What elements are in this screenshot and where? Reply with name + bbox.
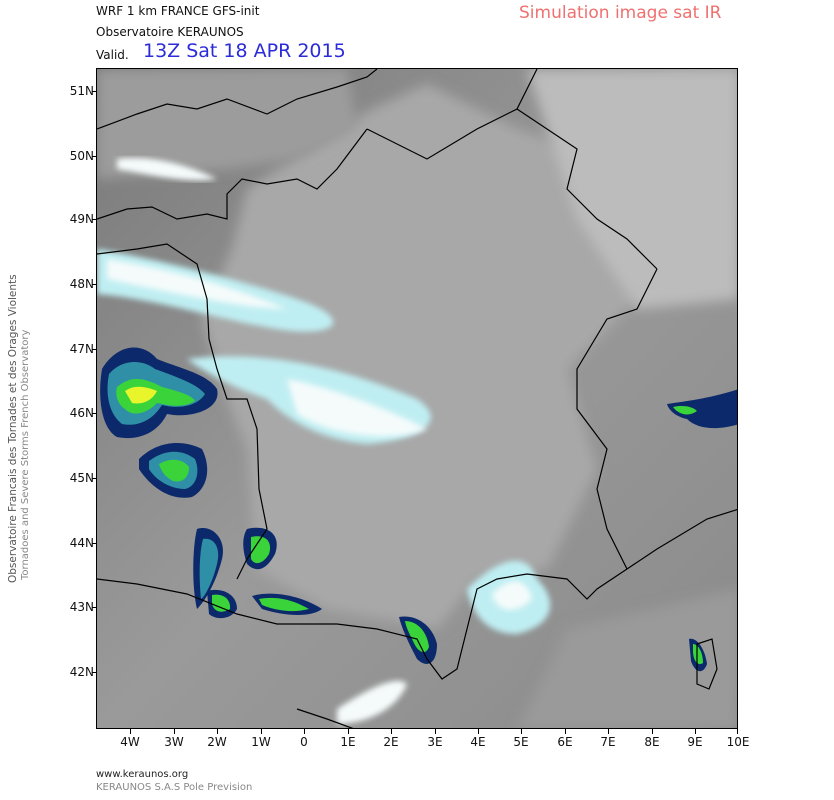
model-line: WRF 1 km FRANCE GFS-init <box>96 4 260 18</box>
valid-label: Valid. <box>96 48 129 62</box>
lon-tick <box>217 729 218 734</box>
lat-tick <box>92 543 96 544</box>
high-cloud-band <box>97 158 551 724</box>
lon-tick <box>304 729 305 734</box>
lat-label-44n: 44N <box>69 536 94 550</box>
lon-tick <box>130 729 131 734</box>
lat-label-48n: 48N <box>69 277 94 291</box>
lon-label-8e: 8E <box>644 735 660 749</box>
lat-tick <box>92 607 96 608</box>
lon-label-5e: 5E <box>513 735 529 749</box>
lon-tick <box>478 729 479 734</box>
lon-label-3w: 3W <box>164 735 184 749</box>
side-text-en: Tornadoes and Severe Storms French Obser… <box>20 329 31 580</box>
lat-label-46n: 46N <box>69 406 94 420</box>
lat-tick <box>92 672 96 673</box>
lon-label-1w: 1W <box>251 735 271 749</box>
lon-label-9e: 9E <box>687 735 703 749</box>
org-line: Observatoire KERAUNOS <box>96 25 244 39</box>
lon-label-10e: 10E <box>726 735 750 749</box>
lat-tick <box>92 219 96 220</box>
satellite-map <box>96 68 738 729</box>
lat-label-47n: 47N <box>69 342 94 356</box>
coastlines <box>97 69 737 728</box>
lon-tick <box>348 729 349 734</box>
lat-tick <box>92 91 96 92</box>
map-canvas <box>97 69 737 728</box>
lon-tick <box>435 729 436 734</box>
product-title: Simulation image sat IR <box>519 3 722 23</box>
lon-label-2e: 2E <box>383 735 399 749</box>
lat-label-51n: 51N <box>69 84 94 98</box>
lat-label-49n: 49N <box>69 212 94 226</box>
lon-tick <box>608 729 609 734</box>
lon-tick <box>521 729 522 734</box>
lon-label-7e: 7E <box>600 735 616 749</box>
lat-label-43n: 43N <box>69 600 94 614</box>
lat-tick <box>92 349 96 350</box>
lat-tick <box>92 413 96 414</box>
lat-label-50n: 50N <box>69 149 94 163</box>
lon-label-2w: 2W <box>207 735 227 749</box>
lat-label-42n: 42N <box>69 665 94 679</box>
lon-tick <box>565 729 566 734</box>
channel-shading <box>97 69 357 179</box>
lon-label-6e: 6E <box>557 735 573 749</box>
lon-tick <box>695 729 696 734</box>
valid-time: 13Z Sat 18 APR 2015 <box>143 40 346 62</box>
germany-shading <box>527 69 737 309</box>
lon-label-4w: 4W <box>120 735 140 749</box>
footer-url: www.keraunos.org <box>96 769 189 780</box>
lon-label-1e: 1E <box>340 735 356 749</box>
lon-label-0: 0 <box>300 735 308 749</box>
side-text-fr: Observatoire Francais des Tornades et de… <box>7 274 19 583</box>
lat-tick <box>92 284 96 285</box>
lat-tick <box>92 478 96 479</box>
sea-shading <box>517 589 737 728</box>
lon-tick <box>391 729 392 734</box>
footer-company: KERAUNOS S.A.S Pole Prevision <box>96 782 253 793</box>
lon-label-4e: 4E <box>470 735 486 749</box>
lon-label-3e: 3E <box>427 735 443 749</box>
lon-tick <box>652 729 653 734</box>
lat-tick <box>92 156 96 157</box>
land-shading <box>202 84 657 629</box>
lon-tick <box>174 729 175 734</box>
lon-tick <box>261 729 262 734</box>
lat-label-45n: 45N <box>69 471 94 485</box>
lon-tick <box>737 729 738 734</box>
